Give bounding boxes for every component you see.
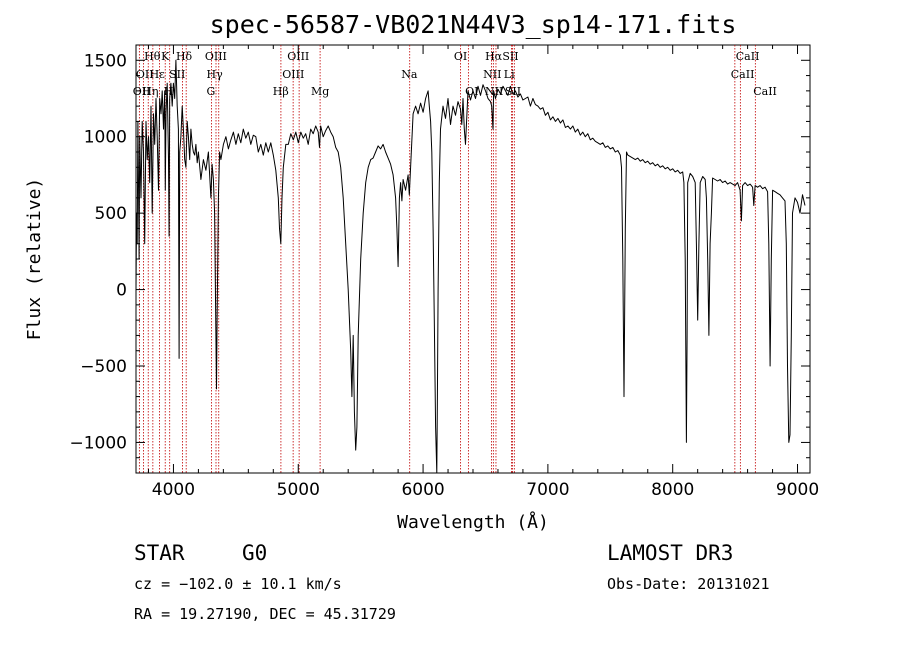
- spectral-line-label: H: [164, 85, 174, 98]
- spectral-line-label: G: [206, 85, 215, 98]
- plot-frame: [135, 44, 811, 474]
- y-axis-ticks: −1000 −500 0 500 1000 1500: [69, 51, 810, 459]
- spectral-line-label: OI: [454, 50, 467, 63]
- y-tick-label: −500: [80, 357, 127, 377]
- spectral-line-label: Na: [401, 68, 418, 81]
- y-tick-label: 500: [95, 204, 127, 224]
- spectral-line-label: NII: [483, 68, 501, 81]
- object-class: STAR: [134, 541, 185, 565]
- spectral-line-label: Li: [504, 68, 515, 81]
- spectral-line-label: CaII: [731, 68, 755, 81]
- spectral-line-label: SII: [169, 68, 185, 81]
- spectral-line-label: Hγ: [207, 68, 224, 81]
- observation-date: Obs-Date: 20131021: [607, 575, 770, 593]
- spectral-line-label: CaII: [736, 50, 760, 63]
- chart-title: spec-56587-VB021N44V3_sp14-171.fits: [210, 10, 737, 39]
- spectral-line-label: OIII: [205, 50, 227, 63]
- spectral-line-label: K: [161, 50, 170, 63]
- x-tick-label: 6000: [401, 480, 444, 500]
- x-tick-label: 8000: [651, 480, 694, 500]
- y-tick-label: 1500: [84, 51, 127, 71]
- spectral-line-label: Hθ: [144, 50, 161, 63]
- x-tick-label: 4000: [152, 480, 195, 500]
- spectral-line-label: OII: [136, 68, 154, 81]
- sky-coordinates: RA = 19.27190, DEC = 45.31729: [134, 605, 396, 623]
- survey-name: LAMOST DR3: [607, 541, 733, 565]
- spectral-line-label: CaII: [753, 85, 777, 98]
- spectral-line-label: Mg: [311, 85, 329, 98]
- x-tick-label: 5000: [277, 480, 320, 500]
- spectral-line-label: OIII: [287, 50, 309, 63]
- y-tick-label: −1000: [69, 433, 127, 453]
- spectral-line-label: OIII: [282, 68, 304, 81]
- x-axis-ticks: 4000 5000 6000 7000 8000 9000: [147, 45, 819, 500]
- x-axis-label: Wavelength (Å): [397, 511, 549, 533]
- info-block: STAR G0 LAMOST DR3 cz = −102.0 ± 10.1 km…: [134, 541, 770, 623]
- spectral-line-label: Hε: [150, 68, 166, 81]
- spectral-line-label: Hβ: [273, 85, 289, 98]
- spectral-line-label: SII: [502, 50, 518, 63]
- y-tick-label: 0: [116, 281, 127, 301]
- object-subclass: G0: [242, 541, 267, 565]
- x-tick-label: 9000: [776, 480, 819, 500]
- spectral-line-label: Hα: [485, 50, 503, 63]
- spectral-line-label: OII: [133, 85, 151, 98]
- x-tick-label: 7000: [526, 480, 569, 500]
- redshift-value: cz = −102.0 ± 10.1 km/s: [134, 575, 342, 593]
- spectral-line-label: Hδ: [176, 50, 193, 63]
- y-axis-label: Flux (relative): [24, 178, 45, 341]
- spectral-line-label: OI: [465, 85, 478, 98]
- spectral-line-markers: [138, 45, 756, 473]
- y-tick-label: 1000: [84, 128, 127, 148]
- spectral-line-label: Hη: [142, 85, 158, 98]
- flux-series-line: [135, 59, 806, 474]
